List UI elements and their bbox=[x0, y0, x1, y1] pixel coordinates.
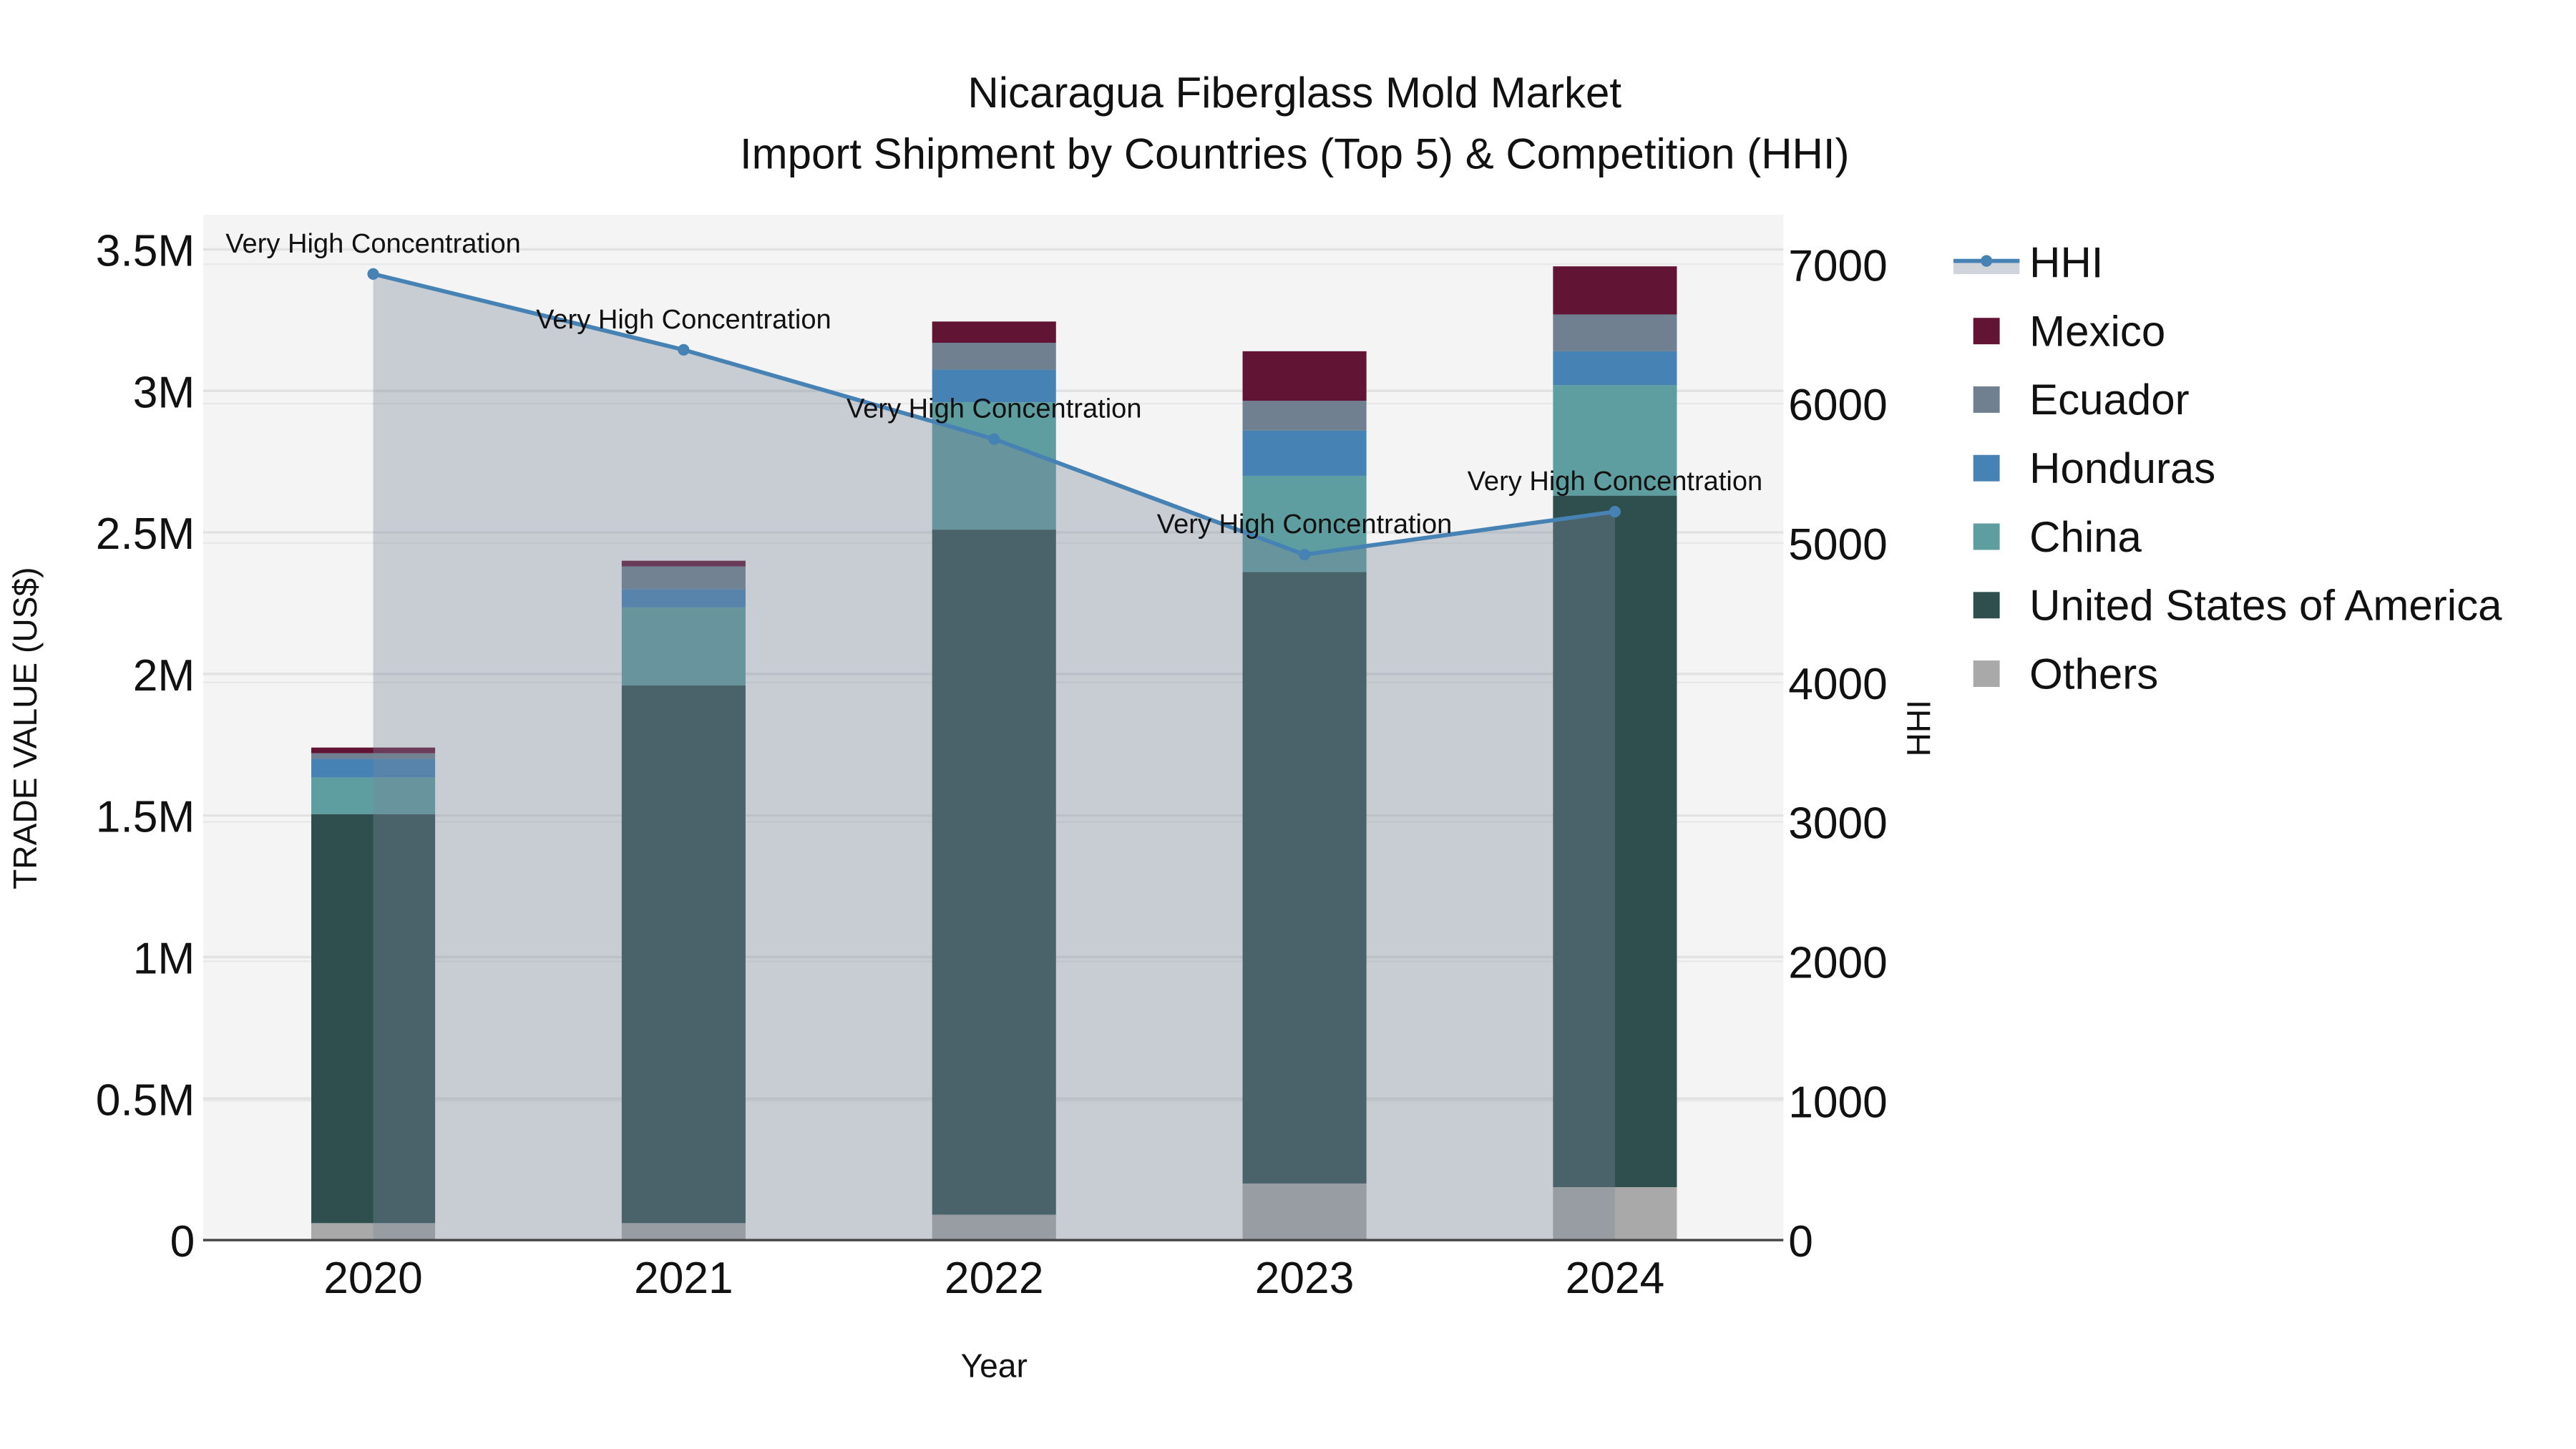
hhi-annotation: Very High Concentration bbox=[536, 305, 831, 335]
legend: HHI Mexico Ecuador Honduras China United Stat… bbox=[1953, 239, 2502, 698]
hhi-point bbox=[367, 268, 379, 280]
y-tick-label: 0.5M bbox=[96, 1075, 195, 1125]
y2-tick-label: 3000 bbox=[1788, 799, 1888, 849]
bar-honduras-2022 bbox=[932, 369, 1056, 403]
hhi-point bbox=[1609, 505, 1621, 518]
bar-united-states-of-america-2021 bbox=[621, 685, 746, 1224]
y2-axis-ticks: 0 1000 2000 3000 4000 5000 6000 7000 bbox=[1788, 241, 1888, 1267]
y-tick-label: 0 bbox=[170, 1217, 195, 1267]
chart-title-line2: Import Shipment by Countries (Top 5) & C… bbox=[740, 130, 1850, 177]
hhi-point bbox=[988, 433, 1000, 445]
y-tick-label: 3M bbox=[133, 368, 195, 417]
legend-label: Others bbox=[2029, 650, 2158, 698]
bar-others-2024 bbox=[1553, 1187, 1677, 1241]
bar-united-states-of-america-2022 bbox=[932, 530, 1056, 1215]
bar-united-states-of-america-2020 bbox=[311, 814, 436, 1224]
hhi-point bbox=[678, 343, 690, 356]
bar-china-2021 bbox=[621, 607, 746, 686]
legend-swatch-united-states-of-america bbox=[1973, 592, 2000, 619]
y2-tick-label: 6000 bbox=[1788, 381, 1888, 430]
hhi-annotation: Very High Concentration bbox=[225, 229, 521, 259]
legend-hhi-marker bbox=[1981, 255, 1993, 267]
legend-label: HHI bbox=[2029, 239, 2103, 287]
legend-label: Honduras bbox=[2029, 444, 2215, 492]
legend-swatch-china bbox=[1973, 523, 2000, 550]
legend-label: Ecuador bbox=[2029, 376, 2189, 424]
y-tick-label: 1.5M bbox=[96, 793, 195, 842]
bar-china-2020 bbox=[311, 777, 436, 814]
y-tick-label: 3.5M bbox=[96, 227, 195, 276]
bar-mexico-2024 bbox=[1553, 266, 1677, 315]
bar-others-2023 bbox=[1242, 1183, 1367, 1241]
bar-honduras-2024 bbox=[1553, 351, 1677, 386]
y-tick-label: 2.5M bbox=[96, 509, 195, 559]
x-tick-label: 2023 bbox=[1255, 1254, 1355, 1303]
bar-ecuador-2022 bbox=[932, 343, 1056, 370]
y-tick-label: 2M bbox=[133, 651, 195, 701]
bar-others-2020 bbox=[311, 1223, 436, 1241]
legend-swatch-others bbox=[1973, 660, 2000, 687]
legend-swatch-mexico bbox=[1973, 318, 2000, 345]
legend-swatch-honduras bbox=[1973, 454, 2000, 482]
bar-mexico-2021 bbox=[621, 560, 746, 567]
legend-hhi-area-swatch bbox=[1953, 260, 2020, 275]
hhi-annotation: Very High Concentration bbox=[1468, 467, 1763, 497]
legend-label: China bbox=[2029, 513, 2142, 561]
bar-united-states-of-america-2024 bbox=[1553, 495, 1677, 1188]
hhi-area bbox=[373, 273, 1615, 1241]
y2-tick-label: 1000 bbox=[1788, 1078, 1888, 1127]
legend-label: Mexico bbox=[2029, 307, 2165, 355]
bar-mexico-2022 bbox=[932, 321, 1056, 343]
y-axis-ticks: 0 0.5M 1M 1.5M 2M 2.5M 3M 3.5M bbox=[96, 227, 195, 1267]
bar-mexico-2023 bbox=[1242, 351, 1367, 401]
y2-tick-label: 0 bbox=[1788, 1217, 1813, 1267]
x-tick-label: 2024 bbox=[1566, 1254, 1665, 1303]
bars bbox=[311, 266, 1677, 1241]
x-axis-title: Year bbox=[961, 1347, 1028, 1385]
y2-tick-label: 4000 bbox=[1788, 660, 1888, 709]
x-tick-label: 2021 bbox=[634, 1254, 733, 1303]
bar-others-2021 bbox=[621, 1223, 746, 1241]
x-axis-ticks: 2020 2021 2022 2023 2024 bbox=[323, 1254, 1664, 1303]
bar-ecuador-2021 bbox=[621, 566, 746, 590]
bar-ecuador-2024 bbox=[1553, 314, 1677, 351]
bar-honduras-2020 bbox=[311, 758, 436, 778]
hhi-point bbox=[1299, 548, 1311, 561]
bar-mexico-2020 bbox=[311, 747, 436, 753]
y-tick-label: 1M bbox=[133, 935, 195, 984]
bar-china-2022 bbox=[932, 402, 1056, 530]
bar-honduras-2021 bbox=[621, 589, 746, 608]
bar-china-2024 bbox=[1553, 385, 1677, 496]
y2-tick-label: 5000 bbox=[1788, 520, 1888, 570]
legend-label: United States of America bbox=[2029, 582, 2502, 630]
bar-united-states-of-america-2023 bbox=[1242, 572, 1367, 1184]
chart-title-line1: Nicaragua Fiberglass Mold Market bbox=[967, 69, 1621, 117]
bar-ecuador-2023 bbox=[1242, 401, 1367, 431]
x-tick-label: 2022 bbox=[945, 1254, 1044, 1303]
y2-tick-label: 7000 bbox=[1788, 241, 1888, 291]
bar-honduras-2023 bbox=[1242, 430, 1367, 476]
y-axis-title: TRADE VALUE (US$) bbox=[6, 567, 44, 889]
legend-swatch-ecuador bbox=[1973, 386, 2000, 413]
hhi-annotation: Very High Concentration bbox=[847, 394, 1142, 424]
y2-axis-title: HHI bbox=[1901, 700, 1938, 756]
bar-ecuador-2020 bbox=[311, 753, 436, 759]
hhi-annotation: Very High Concentration bbox=[1157, 509, 1453, 540]
y2-tick-label: 2000 bbox=[1788, 938, 1888, 987]
hhi-series: Very High Concentration Very High Concent… bbox=[225, 229, 1763, 1241]
bar-others-2022 bbox=[932, 1214, 1056, 1241]
x-tick-label: 2020 bbox=[323, 1254, 423, 1303]
